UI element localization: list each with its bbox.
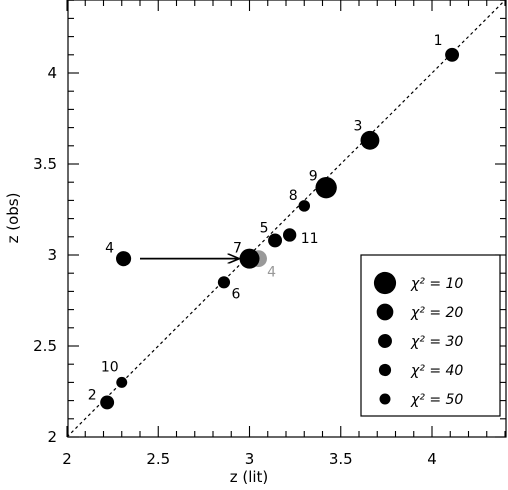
data-point <box>360 130 380 150</box>
legend-marker <box>373 271 397 295</box>
y-tick-label: 4 <box>47 64 57 82</box>
legend: χ² = 10 χ² = 20 χ² = 30 χ² = 40 χ² = 50 <box>360 254 501 417</box>
data-point <box>268 233 283 248</box>
legend-marker <box>378 363 392 377</box>
data-point <box>100 395 115 410</box>
x-axis-label: z (lit) <box>230 468 269 486</box>
x-tick-label: 3.5 <box>329 450 353 468</box>
point-label: 7 <box>233 241 242 257</box>
x-tick-label: 2 <box>62 450 72 468</box>
axis-ticks <box>66 0 506 438</box>
data-point <box>298 200 311 212</box>
plot-area <box>66 0 506 438</box>
y-tick-label: 2.5 <box>33 337 57 355</box>
point-label: 1 <box>434 33 443 49</box>
legend-label: χ² = 40 <box>410 363 463 379</box>
identity-reference-line <box>66 0 506 438</box>
legend-label: χ² = 20 <box>410 305 463 321</box>
point-label: 3 <box>353 118 362 134</box>
point-label: 8 <box>289 188 298 204</box>
point-label: 4 <box>267 265 276 281</box>
legend-marker <box>376 303 394 321</box>
x-tick-label: 4 <box>427 450 437 468</box>
point-label: 9 <box>309 169 318 185</box>
axis-tick-labels: 2 2.5 3 3.5 4 2 2.5 3 3.5 4 <box>33 64 437 468</box>
point-label: 6 <box>231 286 240 302</box>
point-label: 4 <box>105 241 114 257</box>
data-point <box>116 376 128 388</box>
data-point <box>116 251 132 267</box>
y-tick-label: 2 <box>47 428 57 446</box>
point-label: 10 <box>101 359 119 375</box>
y-tick-label: 3.5 <box>33 155 57 173</box>
point-label: 5 <box>260 220 269 236</box>
data-point <box>217 276 231 289</box>
legend-label: χ² = 50 <box>410 392 463 408</box>
data-point <box>315 176 337 199</box>
data-point <box>239 248 260 269</box>
data-points <box>100 47 460 410</box>
legend-marker <box>378 334 392 348</box>
legend-marker <box>379 393 391 405</box>
legend-label: χ² = 10 <box>410 276 463 292</box>
data-point <box>445 47 460 62</box>
y-axis-label: z (obs) <box>4 193 22 244</box>
x-tick-label: 2.5 <box>146 450 170 468</box>
x-tick-label: 3 <box>245 450 255 468</box>
point-label: 2 <box>88 387 97 403</box>
data-point <box>282 228 297 242</box>
point-label: 11 <box>301 231 319 247</box>
point-labels: 1 2 3 4 4 5 6 7 89 10 11 <box>88 33 443 404</box>
legend-label: χ² = 30 <box>410 334 463 350</box>
y-tick-label: 3 <box>47 246 57 264</box>
